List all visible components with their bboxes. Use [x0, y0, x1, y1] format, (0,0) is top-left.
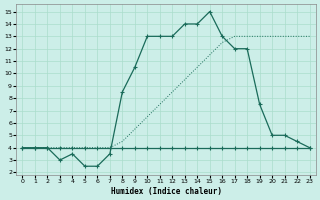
X-axis label: Humidex (Indice chaleur): Humidex (Indice chaleur): [110, 187, 221, 196]
